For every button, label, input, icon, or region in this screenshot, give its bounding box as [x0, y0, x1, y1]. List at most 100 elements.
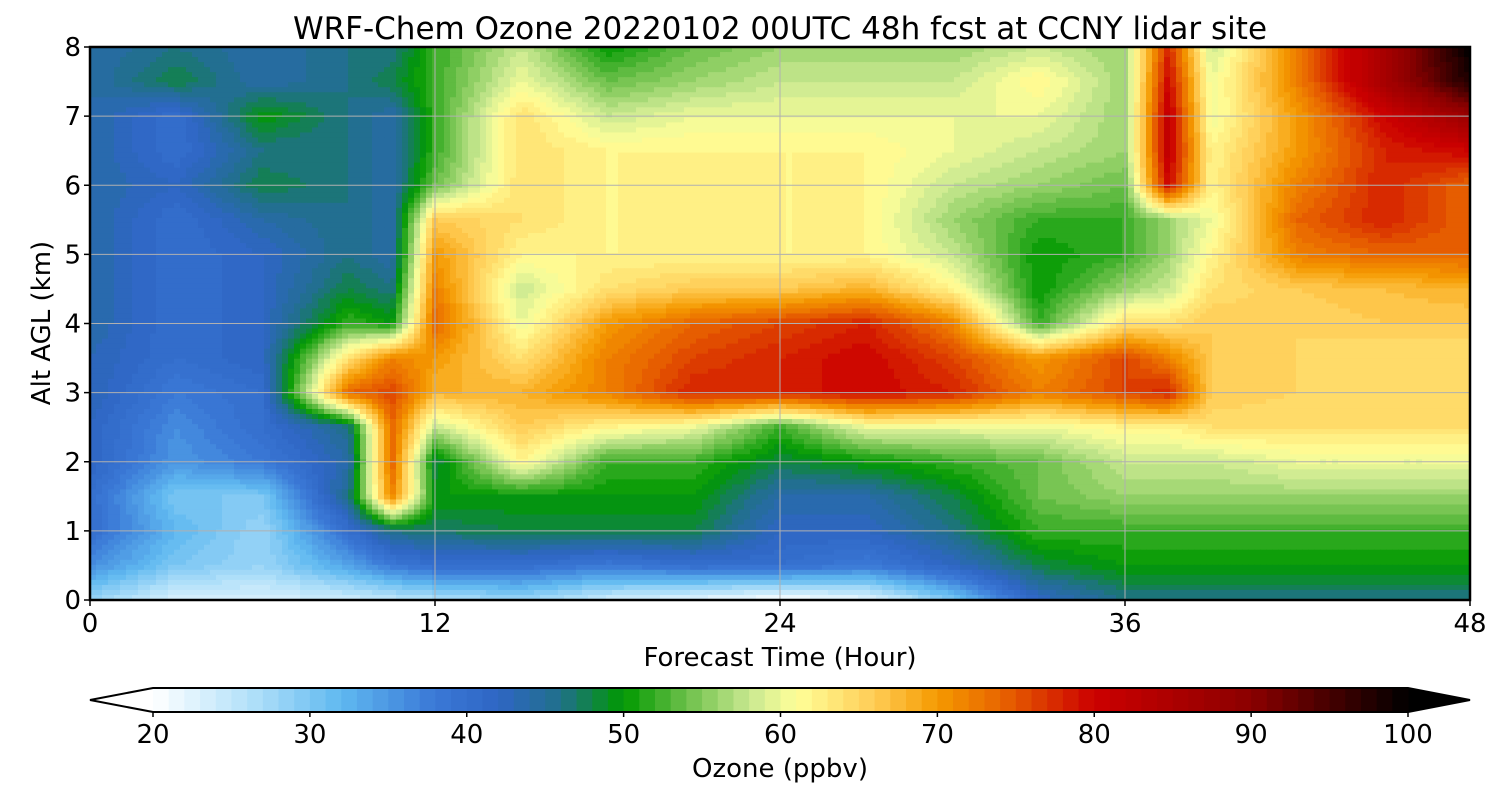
heatmap-cell: [1338, 143, 1345, 149]
heatmap-cell: [720, 57, 727, 63]
heatmap-cell: [606, 153, 613, 159]
heatmap-cell: [522, 97, 529, 103]
heatmap-cell: [714, 112, 721, 118]
heatmap-cell: [1446, 148, 1453, 154]
heatmap-cell: [768, 92, 775, 98]
heatmap-cell: [624, 52, 631, 58]
heatmap-cell: [678, 67, 685, 73]
heatmap-cell: [1212, 102, 1219, 108]
heatmap-cell: [1158, 72, 1165, 78]
heatmap-cell: [1440, 137, 1447, 143]
heatmap-cell: [150, 77, 157, 83]
heatmap-cell: [786, 143, 793, 149]
heatmap-cell: [1248, 67, 1255, 73]
heatmap-cell: [696, 97, 703, 103]
heatmap-cell: [648, 92, 655, 98]
heatmap-cell: [294, 143, 301, 149]
heatmap-cell: [372, 67, 379, 73]
heatmap-cell: [312, 137, 319, 143]
heatmap-cell: [612, 132, 619, 138]
heatmap-cell: [504, 92, 511, 98]
heatmap-cell: [1110, 82, 1117, 88]
heatmap-cell: [786, 67, 793, 73]
heatmap-cell: [300, 137, 307, 143]
heatmap-cell: [762, 67, 769, 73]
heatmap-cell: [1278, 87, 1285, 93]
heatmap-cell: [528, 87, 535, 93]
heatmap-cell: [336, 72, 343, 78]
heatmap-cell: [1398, 132, 1405, 138]
heatmap-cell: [138, 97, 145, 103]
heatmap-cell: [1032, 52, 1039, 58]
heatmap-cell: [396, 87, 403, 93]
heatmap-cell: [426, 143, 433, 149]
heatmap-cell: [120, 117, 127, 123]
heatmap-cell: [1014, 52, 1021, 58]
heatmap-cell: [906, 107, 913, 113]
heatmap-cell: [174, 137, 181, 143]
heatmap-cell: [606, 57, 613, 63]
heatmap-cell: [822, 107, 829, 113]
heatmap-cell: [582, 132, 589, 138]
heatmap-cell: [384, 107, 391, 113]
heatmap-cell: [894, 122, 901, 128]
heatmap-cell: [1146, 148, 1153, 154]
heatmap-cell: [1140, 87, 1147, 93]
heatmap-cell: [426, 102, 433, 108]
heatmap-cell: [306, 127, 313, 133]
heatmap-cell: [1278, 127, 1285, 133]
heatmap-cell: [876, 82, 883, 88]
heatmap-cell: [1260, 57, 1267, 63]
heatmap-cell: [528, 112, 535, 118]
heatmap-cell: [1050, 143, 1057, 149]
heatmap-cell: [1362, 67, 1369, 73]
heatmap-cell: [1134, 92, 1141, 98]
heatmap-cell: [498, 127, 505, 133]
heatmap-cell: [270, 92, 277, 98]
heatmap-cell: [486, 112, 493, 118]
heatmap-cell: [348, 143, 355, 149]
heatmap-cell: [1440, 117, 1447, 123]
heatmap-cell: [636, 87, 643, 93]
heatmap-cell: [1134, 52, 1141, 58]
heatmap-cell: [984, 112, 991, 118]
heatmap-cell: [1104, 67, 1111, 73]
heatmap-cell: [750, 77, 757, 83]
heatmap-cell: [600, 117, 607, 123]
heatmap-cell: [1110, 87, 1117, 93]
heatmap-cell: [696, 52, 703, 58]
heatmap-cell: [372, 102, 379, 108]
heatmap-cell: [1254, 132, 1261, 138]
heatmap-cell: [1320, 82, 1327, 88]
heatmap-cell: [1416, 77, 1423, 83]
heatmap-cell: [672, 82, 679, 88]
heatmap-cell: [624, 67, 631, 73]
heatmap-cell: [900, 87, 907, 93]
heatmap-cell: [1236, 132, 1243, 138]
heatmap-cell: [714, 57, 721, 63]
heatmap-cell: [822, 77, 829, 83]
heatmap-cell: [162, 122, 169, 128]
heatmap-cell: [360, 122, 367, 128]
heatmap-cell: [642, 122, 649, 128]
heatmap-cell: [1068, 57, 1075, 63]
heatmap-cell: [534, 132, 541, 138]
heatmap-cell: [1446, 117, 1453, 123]
heatmap-cell: [1320, 52, 1327, 58]
heatmap-cell: [1434, 117, 1441, 123]
heatmap-cell: [888, 82, 895, 88]
heatmap-cell: [384, 153, 391, 159]
heatmap-cell: [684, 137, 691, 143]
heatmap-cell: [1164, 52, 1171, 58]
heatmap-cell: [294, 132, 301, 138]
heatmap-cell: [1056, 107, 1063, 113]
heatmap-cell: [408, 117, 415, 123]
heatmap-cell: [294, 107, 301, 113]
heatmap-cell: [708, 67, 715, 73]
heatmap-cell: [366, 122, 373, 128]
heatmap-cell: [882, 102, 889, 108]
heatmap-cell: [288, 153, 295, 159]
heatmap-cell: [642, 82, 649, 88]
heatmap-cell: [594, 107, 601, 113]
heatmap-cell: [882, 107, 889, 113]
